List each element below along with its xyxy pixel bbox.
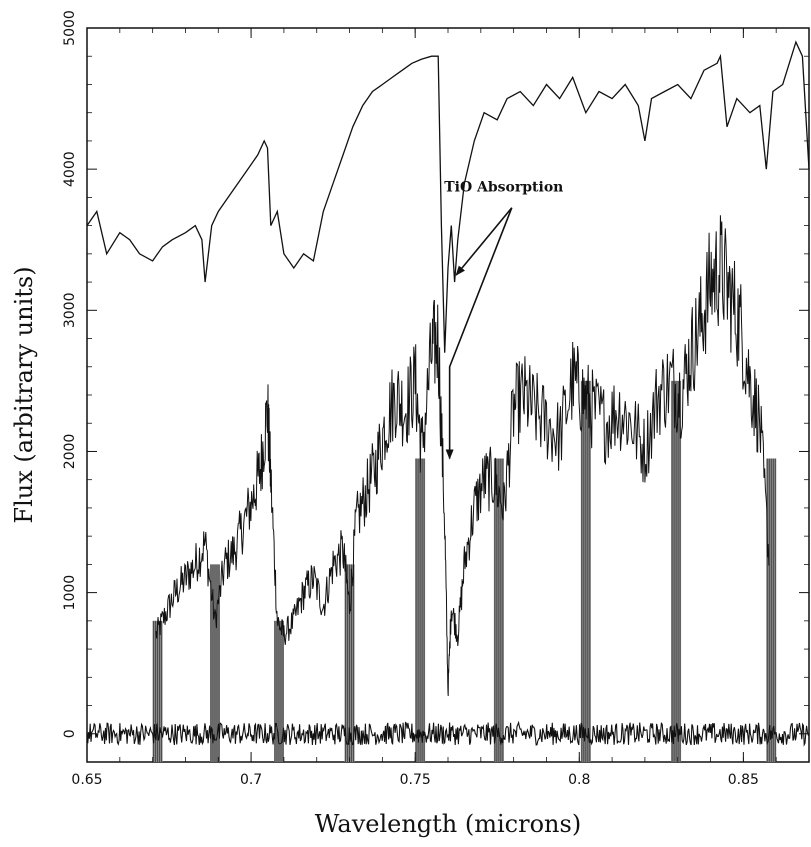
y-axis-ticks: 0 1000 2000 3000 4000 5000	[62, 10, 809, 738]
y-tick-label-5: 5000	[62, 10, 78, 46]
y-tick-label-4: 4000	[62, 151, 78, 187]
y-axis-title: Flux (arbitrary units)	[10, 266, 38, 523]
x-tick-label-4: 0.85	[728, 772, 759, 788]
shaded-band-7	[671, 381, 681, 762]
series-layer	[87, 42, 809, 745]
shaded-band-8	[766, 459, 776, 762]
residual-noise-line	[87, 723, 809, 746]
x-tick-label-2: 0.75	[400, 772, 431, 788]
y-tick-label-3: 3000	[62, 292, 78, 328]
x-tick-label-0: 0.65	[71, 772, 102, 788]
shaded-band-4	[415, 459, 425, 762]
y-tick-label-1: 1000	[62, 575, 78, 611]
x-axis-title: Wavelength (microns)	[315, 810, 581, 838]
plot-frame	[87, 28, 809, 762]
shaded-band-5	[494, 459, 504, 762]
annotation-arrow-0	[456, 208, 512, 275]
annotation-label-0: TiO Absorption	[444, 180, 563, 196]
x-tick-label-3: 0.8	[568, 772, 590, 788]
x-tick-label-1: 0.7	[240, 772, 262, 788]
y-tick-label-0: 0	[62, 729, 78, 738]
shaded-band-6	[581, 381, 591, 762]
shaded-bands	[153, 381, 777, 762]
y-tick-label-2: 2000	[62, 434, 78, 470]
